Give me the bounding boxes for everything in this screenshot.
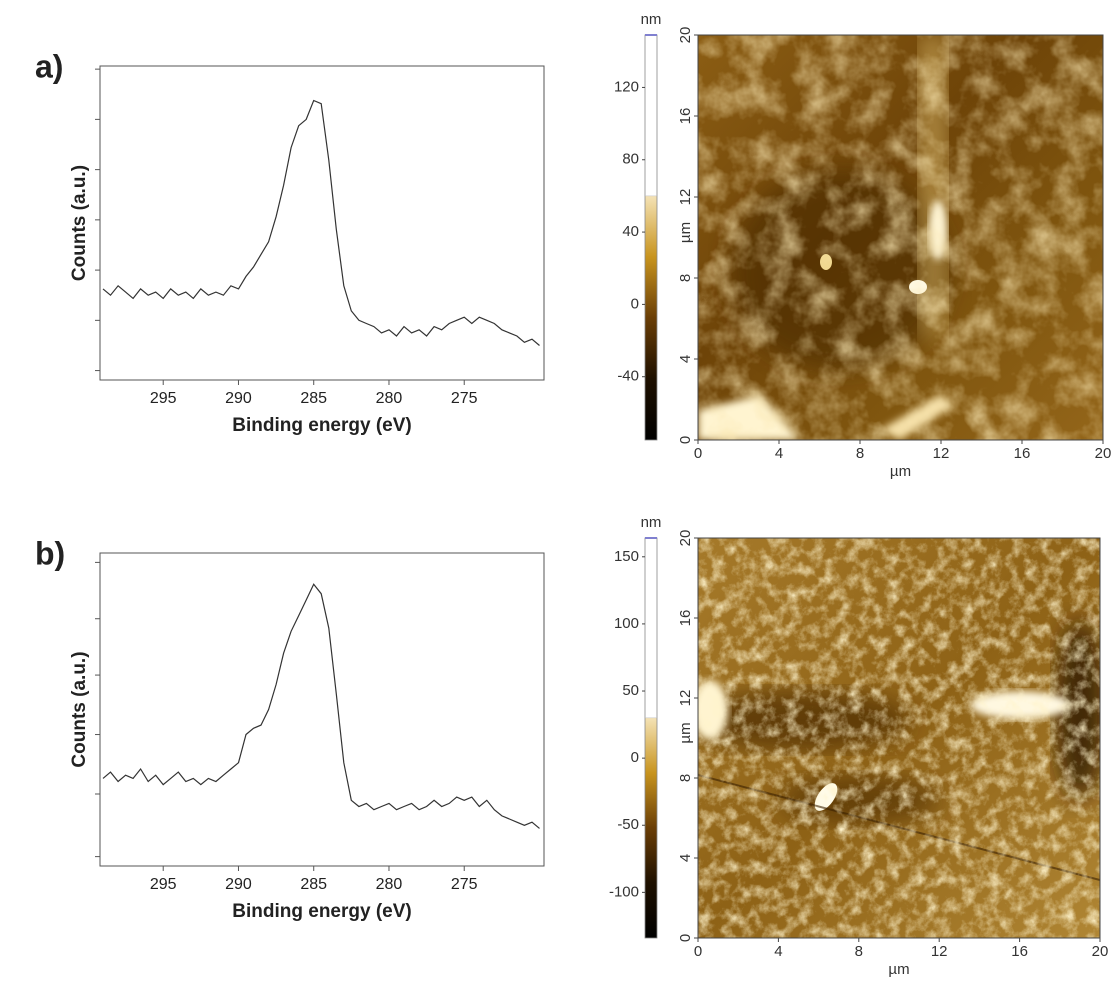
- colorbar-tick-label: 50: [622, 682, 639, 699]
- x-tick-label: 12: [933, 445, 950, 462]
- colorbar-label: nm: [641, 11, 662, 28]
- x-tick-label: 295: [150, 390, 177, 407]
- y-tick-label: 0: [677, 934, 694, 942]
- y-axis-label: Counts (a.u.): [69, 651, 90, 767]
- x-tick-label: 12: [931, 943, 948, 960]
- y-tick-label: 4: [677, 854, 694, 862]
- x-tick-label: 290: [225, 390, 252, 407]
- x-tick-label: 8: [856, 445, 864, 462]
- colorbar-label: nm: [641, 514, 662, 531]
- y-axis-label: µm: [677, 222, 694, 243]
- x-tick-label: 8: [855, 943, 863, 960]
- x-tick-label: 280: [376, 390, 403, 407]
- x-tick-label: 285: [300, 390, 327, 407]
- afm-image: [698, 538, 1100, 938]
- colorbar-tick-label: -40: [617, 368, 639, 385]
- x-axis-label: Binding energy (eV): [232, 901, 411, 922]
- x-tick-label: 4: [775, 445, 783, 462]
- x-tick-label: 275: [451, 390, 478, 407]
- colorbar-tick-label: 120: [614, 78, 639, 95]
- x-axis-label: µm: [888, 961, 909, 978]
- colorbar-tick-label: 0: [631, 295, 639, 312]
- y-tick-label: 12: [677, 189, 694, 206]
- y-tick-label: 16: [677, 108, 694, 125]
- colorbar-tick-label: 100: [614, 615, 639, 632]
- x-tick-label: 285: [300, 876, 327, 893]
- afm-image: [698, 35, 1103, 440]
- image-frame: [697, 34, 1104, 441]
- panel-label: a): [35, 48, 63, 84]
- y-tick-label: 20: [677, 530, 694, 547]
- x-tick-label: 290: [225, 876, 252, 893]
- y-tick-label: 16: [677, 610, 694, 627]
- x-tick-label: 4: [774, 943, 782, 960]
- colorbar-tick-label: 0: [631, 749, 639, 766]
- colorbar-tick-label: 40: [622, 223, 639, 240]
- image-frame: [697, 537, 1101, 939]
- x-tick-label: 16: [1014, 445, 1031, 462]
- plot-frame: [99, 552, 545, 867]
- x-tick-label: 295: [150, 876, 177, 893]
- colorbar-tick-label: -100: [609, 883, 639, 900]
- colorbar-tick-label: -50: [617, 816, 639, 833]
- colorbar: [644, 537, 658, 939]
- y-tick-label: 0: [677, 436, 694, 444]
- y-tick-label: 20: [677, 27, 694, 44]
- x-tick-label: 20: [1095, 445, 1112, 462]
- x-axis-label: µm: [890, 463, 911, 480]
- y-axis-label: µm: [677, 722, 694, 743]
- y-tick-label: 4: [677, 355, 694, 363]
- colorbar-tick-label: 150: [614, 548, 639, 565]
- x-axis-label: Binding energy (eV): [232, 415, 411, 436]
- y-tick-label: 8: [677, 774, 694, 782]
- x-tick-label: 20: [1092, 943, 1109, 960]
- spectrum-line: [102, 99, 540, 346]
- y-axis-label: Counts (a.u.): [69, 165, 90, 281]
- colorbar-tick-label: 80: [622, 151, 639, 168]
- y-tick-label: 12: [677, 690, 694, 707]
- x-tick-label: 275: [451, 876, 478, 893]
- spectrum-line: [102, 583, 540, 829]
- colorbar: [644, 34, 658, 441]
- x-tick-label: 16: [1011, 943, 1028, 960]
- y-tick-label: 8: [677, 274, 694, 282]
- x-tick-label: 0: [694, 943, 702, 960]
- x-tick-label: 280: [376, 876, 403, 893]
- x-tick-label: 0: [694, 445, 702, 462]
- panel-label: b): [35, 535, 65, 571]
- plot-frame: [99, 65, 545, 381]
